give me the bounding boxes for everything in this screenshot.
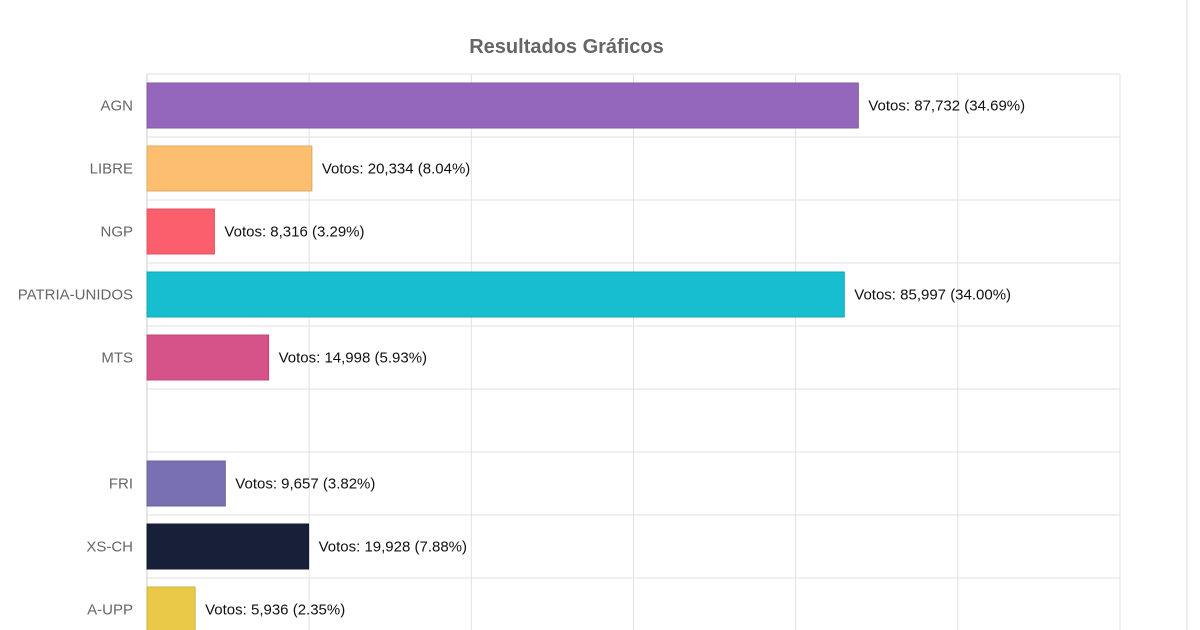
category-label: A-UPP — [87, 602, 133, 619]
bar-value-label: Votos: 9,657 (3.82%) — [235, 476, 375, 493]
bar — [146, 523, 310, 570]
bar-value-label: Votos: 14,998 (5.93%) — [279, 350, 427, 367]
bar — [146, 334, 270, 381]
category-label: MTS — [101, 350, 133, 367]
bar — [146, 586, 196, 630]
bar — [146, 82, 859, 129]
bar — [146, 145, 313, 192]
right-divider — [1186, 0, 1188, 630]
bar-value-label: Votos: 20,334 (8.04%) — [322, 161, 470, 178]
bar-value-label: Votos: 5,936 (2.35%) — [205, 602, 345, 619]
category-label: PATRIA-UNIDOS — [18, 287, 133, 304]
bar-value-label: Votos: 85,997 (34.00%) — [854, 287, 1011, 304]
bar-value-label: Votos: 87,732 (34.69%) — [868, 98, 1025, 115]
category-label: NGP — [100, 224, 133, 241]
category-label: FRI — [109, 476, 133, 493]
bar-value-label: Votos: 19,928 (7.88%) — [319, 539, 467, 556]
bar — [146, 460, 226, 507]
bar — [146, 271, 845, 318]
category-label: AGN — [100, 98, 133, 115]
chart-title: Resultados Gráficos — [469, 36, 664, 58]
category-label: LIBRE — [90, 161, 133, 178]
bar-value-label: Votos: 8,316 (3.29%) — [224, 224, 364, 241]
bar — [146, 208, 215, 255]
category-label: XS-CH — [86, 539, 133, 556]
